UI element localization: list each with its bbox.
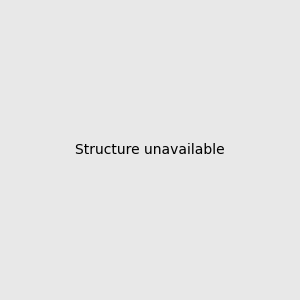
Text: Structure unavailable: Structure unavailable <box>75 143 225 157</box>
